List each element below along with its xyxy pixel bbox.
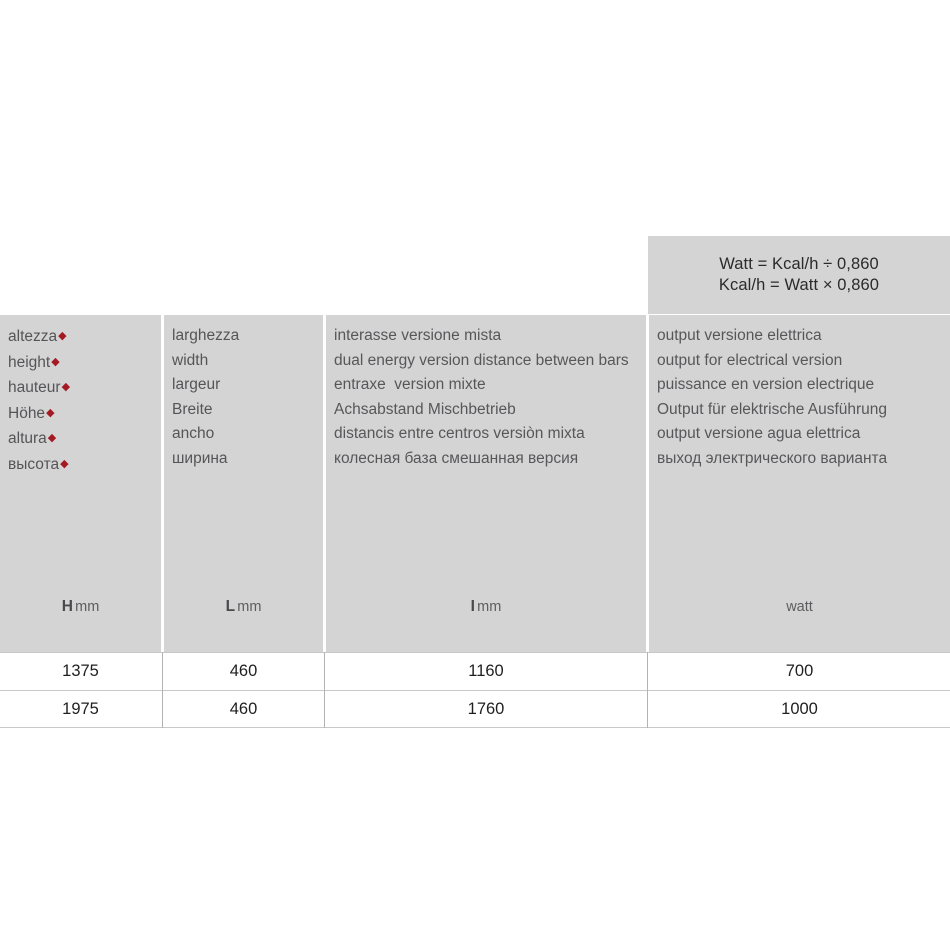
unit-suffix-height: mm — [75, 599, 100, 615]
language-labels-height: altezza◆ height◆ hauteur◆ Höhe◆ altura◆ … — [0, 324, 161, 478]
label-distance-es: distancis entre centros versiòn mixta — [334, 425, 585, 443]
formula-watt-from-kcal: Watt = Kcal/h ÷ 0,860 — [719, 255, 879, 273]
row-divider-middle — [0, 690, 950, 691]
label-height-de: Höhe◆ — [8, 404, 55, 422]
formula-kcal-from-watt: Kcal/h = Watt × 0,860 — [718, 276, 880, 294]
label-height-es: altura◆ — [8, 430, 57, 448]
label-distance-en: dual energy version distance between bar… — [334, 351, 629, 369]
language-labels-output: output versione elettrica output for ele… — [649, 324, 950, 472]
label-output-ru: выход электрического варианта — [657, 449, 888, 467]
header-cell-height: altezza◆ height◆ hauteur◆ Höhe◆ altura◆ … — [0, 315, 161, 652]
table-row: 1375 460 1160 700 — [0, 652, 950, 690]
unit-conversion-note: Watt = Kcal/h ÷ 0,860 Kcal/h = Watt × 0,… — [648, 236, 950, 314]
label-output-en: output for electrical version — [657, 351, 843, 369]
label-distance-ru: колесная база смешанная версия — [334, 449, 579, 467]
unit-suffix-distance: mm — [477, 599, 502, 615]
marker-diamond-icon: ◆ — [51, 355, 60, 368]
unit-symbol-width: L — [225, 598, 236, 615]
cell-height: 1375 — [62, 662, 99, 680]
marker-diamond-icon: ◆ — [61, 381, 71, 394]
label-distance-de: Achsabstand Mischbetrieb — [334, 400, 516, 418]
label-output-fr: puissance en version electrique — [657, 376, 875, 394]
table-body: 1375 460 1160 700 1975 460 1760 1000 — [0, 652, 950, 728]
label-height-en: height◆ — [8, 353, 60, 371]
label-width-de: Breite — [172, 400, 213, 418]
column-divider-1 — [162, 652, 163, 728]
cell-distance: 1160 — [468, 662, 504, 680]
label-output-de: Output für elektrische Ausführung — [657, 400, 888, 418]
cell-width: 460 — [229, 662, 258, 680]
label-height-it: altezza◆ — [8, 328, 67, 345]
marker-diamond-icon: ◆ — [60, 457, 69, 470]
label-width-it: larghezza — [172, 327, 240, 344]
row-divider-bottom — [0, 727, 950, 728]
label-width-en: width — [172, 351, 209, 369]
column-divider-2 — [324, 652, 325, 728]
marker-diamond-icon: ◆ — [47, 432, 57, 445]
label-width-ru: ширина — [172, 449, 228, 467]
header-cell-distance: interasse versione mista dual energy ver… — [326, 315, 646, 652]
unit-suffix-width: mm — [237, 599, 262, 615]
table-header: altezza◆ height◆ hauteur◆ Höhe◆ altura◆ … — [0, 315, 950, 652]
cell-width: 460 — [229, 700, 258, 718]
row-divider-top — [0, 652, 950, 653]
cell-output: 700 — [785, 662, 814, 680]
label-height-ru: высота◆ — [8, 455, 69, 473]
label-height-fr: hauteur◆ — [8, 379, 71, 397]
label-width-fr: largeur — [172, 376, 221, 394]
label-output-es: output versione agua elettrica — [657, 425, 861, 443]
marker-diamond-icon: ◆ — [58, 330, 67, 342]
header-cell-output: output versione elettrica output for ele… — [649, 315, 950, 652]
cell-height: 1975 — [62, 700, 99, 718]
label-distance-it: interasse versione mista — [334, 327, 502, 344]
column-divider-3 — [647, 652, 648, 728]
cell-output: 1000 — [781, 700, 818, 718]
unit-row-output: watt — [649, 598, 950, 616]
language-labels-distance: interasse versione mista dual energy ver… — [326, 324, 646, 472]
marker-diamond-icon: ◆ — [46, 406, 55, 419]
language-labels-width: larghezza width largeur Breite ancho шир… — [164, 324, 323, 472]
unit-symbol-distance: I — [470, 598, 476, 615]
table-row: 1975 460 1760 1000 — [0, 690, 950, 728]
cell-distance: 1760 — [467, 700, 505, 718]
unit-symbol-height: H — [61, 598, 74, 615]
label-output-it: output versione elettrica — [657, 327, 822, 344]
label-distance-fr: entraxe version mixte — [334, 376, 486, 394]
unit-suffix-output: watt — [786, 599, 813, 615]
header-cell-width: larghezza width largeur Breite ancho шир… — [164, 315, 323, 652]
label-width-es: ancho — [172, 425, 215, 443]
